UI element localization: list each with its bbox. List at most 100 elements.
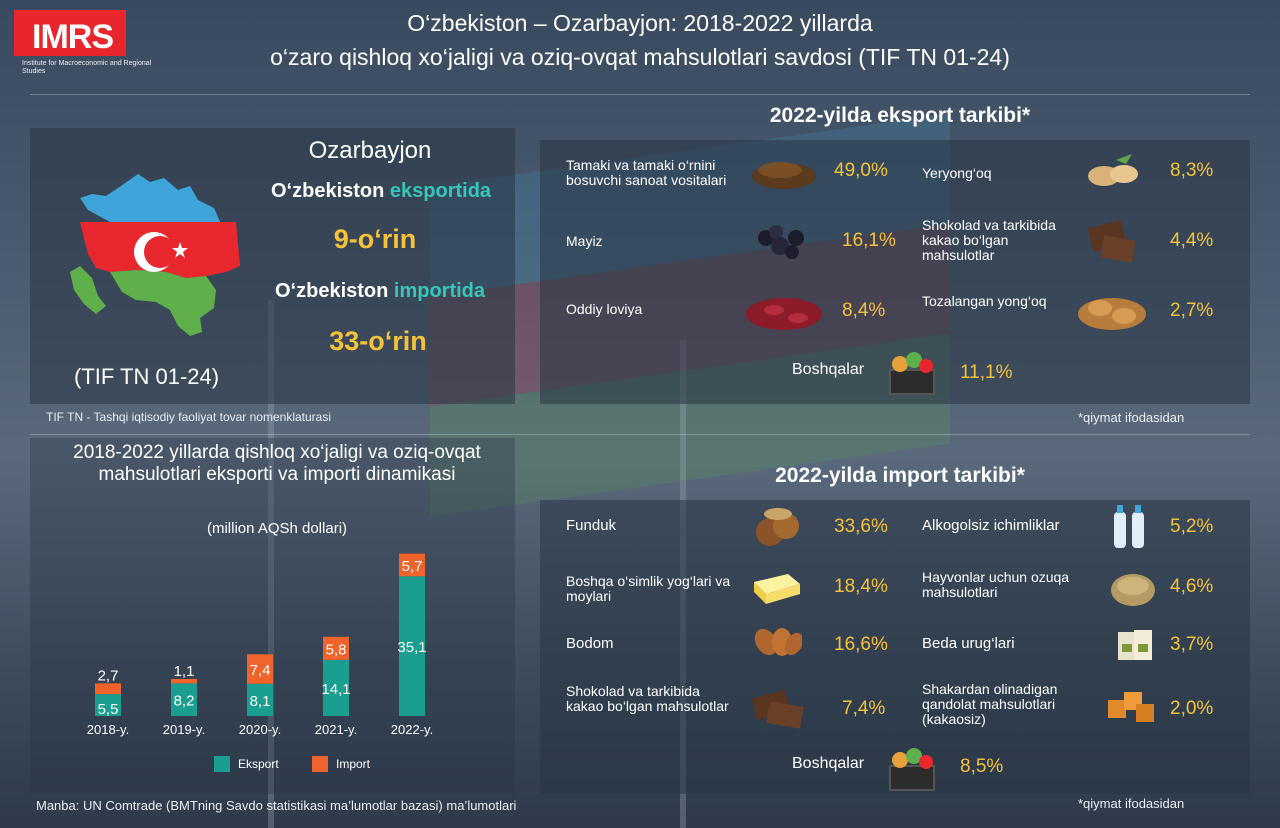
raisin-icon [758, 225, 804, 259]
import-item-pct: 5,2% [1170, 516, 1214, 537]
feed-icon [1111, 574, 1155, 606]
butter-icon [754, 574, 800, 604]
export-item-pct: 16,1% [842, 230, 896, 251]
export-note: *qiymat ifodasidan [1078, 410, 1185, 425]
export-item-name: Tozalangan yong‘oq [922, 293, 1047, 309]
import-item-pct: 16,6% [834, 634, 888, 655]
chart-subtitle: (million AQSh dollari) [206, 520, 348, 537]
import-item-pct: 2,0% [1170, 698, 1214, 719]
page-title-line2: o‘zaro qishloq xo‘jaligi va oziq-ovqat m… [270, 44, 1010, 70]
export-bar [95, 694, 121, 716]
export-item-pct: 49,0% [834, 160, 888, 181]
export-data-label: 5,5 [98, 701, 119, 718]
export-section-title: 2022-yilda eksport tarkibi* [769, 104, 1031, 127]
import-bar [323, 636, 349, 660]
export-other-pct: 11,1% [960, 362, 1013, 383]
legend-label-import: Import [336, 757, 371, 771]
chocolate-icon [1087, 220, 1136, 263]
basket-icon [889, 352, 935, 395]
export-bar [399, 576, 425, 716]
tif-code: (TIF TN 01-24) [74, 364, 220, 389]
chart-title: 2018-2022 yillarda qishloq xo‘jaligi va … [73, 442, 481, 485]
import-item-name: Beda urug‘lari [922, 635, 1015, 652]
import-note: *qiymat ifodasidan [1078, 796, 1185, 811]
bean-icon [746, 298, 822, 330]
import-item-pct: 18,4% [834, 576, 888, 597]
x-tick-label: 2020-y. [239, 722, 281, 737]
header-divider [30, 94, 1250, 95]
import-item-pct: 7,4% [842, 698, 886, 719]
import-section-title: 2022-yilda import tarkibi* [775, 464, 1025, 487]
page-title-line1: O‘zbekiston – Ozarbayjon: 2018-2022 yill… [407, 10, 873, 36]
import-data-label: 2,7 [98, 667, 119, 684]
hazelnut-icon [756, 508, 799, 546]
chocolate-icon [751, 689, 804, 729]
import-item-name: Shokolad va tarkibida kakao bo‘lgan mahs… [566, 683, 729, 714]
export-rank-prefix: O‘zbekiston [271, 180, 390, 202]
export-item-name: Oddiy loviya [566, 301, 643, 317]
export-item-pct: 4,4% [1170, 230, 1214, 251]
export-rank-label: O‘zbekiston eksportida [271, 180, 491, 203]
import-bar [95, 683, 121, 695]
import-item-name: Alkogolsiz ichimliklar [922, 517, 1060, 534]
walnut-icon [1078, 298, 1146, 330]
export-data-label: 8,1 [250, 693, 271, 710]
import-bar [247, 654, 273, 684]
export-item-name: Yeryong‘oq [922, 165, 992, 181]
import-item-name: Shakardan olinadigan qandolat mahsulotla… [922, 681, 1058, 727]
tobacco-icon [752, 162, 816, 189]
trade-dynamics-chart: 5,5 2,7 2018-y. 8,2 1,1 2019-y. 8,1 7,4 2020-y. 1… [87, 553, 433, 772]
logo-text: IMRS [32, 18, 114, 56]
import-data-label: 5,7 [402, 558, 423, 575]
seed-bag-icon [1118, 630, 1152, 660]
import-item-name: Boshqa o‘simlik yog‘lari va moylari [566, 573, 731, 604]
chart-panel [30, 438, 515, 794]
background-flagpole [268, 300, 274, 828]
x-tick-label: 2018-y. [87, 722, 129, 737]
export-data-label: 14,1 [321, 681, 350, 698]
country-name: Ozarbayjon [308, 137, 432, 164]
import-other-pct: 8,5% [960, 756, 1004, 777]
almond-icon [754, 628, 802, 656]
source-note: Manba: UN Comtrade (BMTning Savdo statis… [36, 798, 517, 813]
water-bottle-icon [1114, 505, 1144, 548]
export-item-pct: 8,3% [1170, 160, 1214, 181]
export-other-name: Boshqalar [792, 361, 865, 378]
export-item-name: Tamaki va tamaki o‘rnini bosuvchi sanoat… [566, 157, 727, 188]
import-item-pct: 3,7% [1170, 634, 1214, 655]
export-item-pct: 8,4% [842, 300, 886, 321]
x-tick-label: 2019-y. [163, 722, 205, 737]
import-data-label: 5,8 [326, 641, 347, 658]
import-rank-value: 33-o‘rin [329, 326, 427, 356]
import-bar [171, 678, 197, 684]
export-item-pct: 2,7% [1170, 300, 1214, 321]
import-data-label: 1,1 [174, 663, 195, 680]
import-rank-prefix: O‘zbekiston [275, 280, 394, 302]
import-rank-word: importida [393, 280, 486, 302]
export-data-label: 35,1 [397, 639, 426, 656]
caramel-icon [1108, 692, 1154, 722]
import-data-label: 7,4 [250, 662, 271, 679]
import-item-name: Bodom [566, 635, 614, 652]
import-other-name: Boshqalar [792, 755, 865, 772]
azerbaijan-map-icon [70, 174, 240, 336]
legend-label-export: Eksport [238, 757, 279, 771]
import-item-pct: 33,6% [834, 516, 888, 537]
export-bar [323, 659, 349, 716]
basket-icon [889, 748, 935, 791]
x-tick-label: 2021-y. [315, 722, 357, 737]
export-rank-value: 9-o‘rin [333, 224, 417, 254]
tif-footnote: TIF TN - Tashqi iqtisodiy faoliyat tovar… [46, 410, 332, 424]
export-data-label: 8,2 [174, 693, 195, 710]
import-rank-label: O‘zbekiston importida [275, 280, 485, 303]
section-divider [30, 434, 1250, 435]
import-item-pct: 4,6% [1170, 576, 1214, 597]
legend-swatch-export [214, 756, 230, 772]
import-item-name: Funduk [566, 517, 617, 534]
import-bar [399, 553, 425, 577]
export-bar [171, 683, 197, 716]
peanut-icon [1088, 154, 1138, 186]
import-item-name: Hayvonlar uchun ozuqa mahsulotlari [922, 569, 1070, 600]
logo: IMRS [14, 10, 126, 56]
export-rank-word: eksportida [389, 180, 492, 202]
